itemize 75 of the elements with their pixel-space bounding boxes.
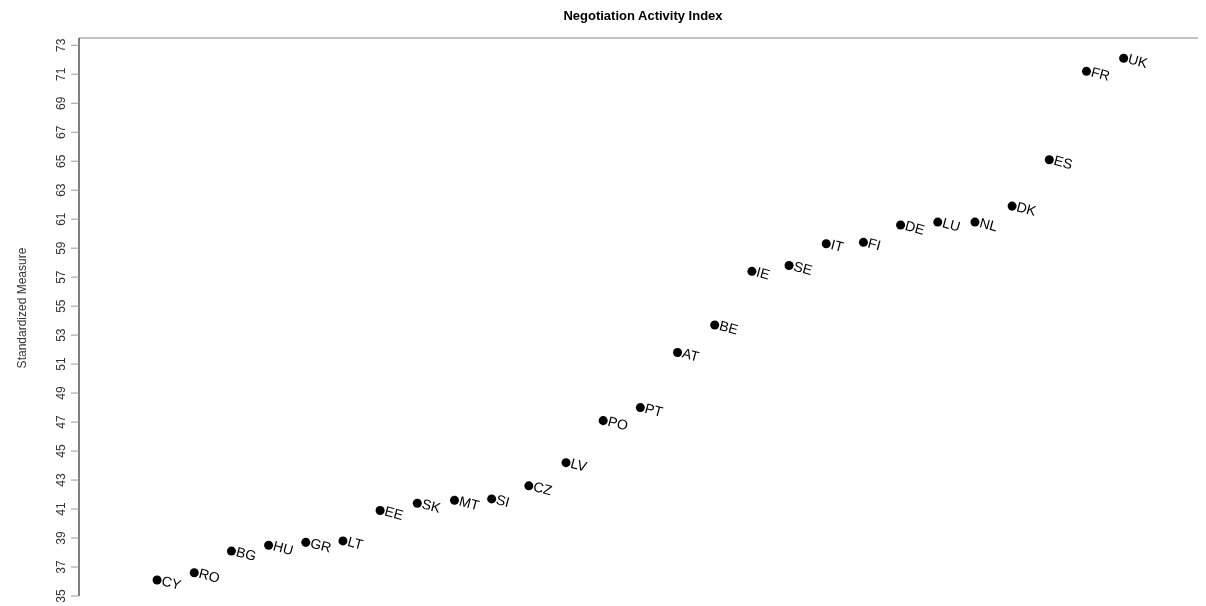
chart-title: Negotiation Activity Index bbox=[563, 8, 724, 23]
point bbox=[635, 403, 645, 413]
y-tick-label: 61 bbox=[54, 212, 68, 226]
x-tick-label: FI bbox=[866, 234, 883, 254]
point bbox=[1044, 155, 1054, 165]
x-tick-label: AT bbox=[680, 344, 702, 365]
point bbox=[524, 481, 534, 491]
y-tick-label: 51 bbox=[54, 357, 68, 371]
point bbox=[710, 320, 720, 330]
x-tick-label: RO bbox=[197, 565, 222, 586]
y-tick-label: 53 bbox=[54, 328, 68, 342]
point bbox=[449, 495, 459, 505]
x-tick-label: DK bbox=[1015, 198, 1039, 220]
y-tick-label: 47 bbox=[54, 415, 68, 429]
point bbox=[970, 217, 980, 227]
y-axis-title: Standardized Measure bbox=[15, 247, 29, 369]
x-tick-label: CY bbox=[160, 572, 184, 593]
x-tick-label: GR bbox=[308, 534, 334, 556]
x-tick-label: FR bbox=[1089, 63, 1112, 84]
x-tick-label: DE bbox=[903, 217, 927, 238]
point bbox=[933, 217, 943, 227]
y-tick-label: 57 bbox=[54, 270, 68, 284]
point bbox=[858, 237, 868, 247]
x-tick-label: HU bbox=[271, 537, 296, 559]
x-tick-label: SI bbox=[494, 491, 512, 511]
x-tick-label: MT bbox=[457, 492, 482, 514]
y-tick-label: 37 bbox=[54, 560, 68, 574]
x-tick-label: BG bbox=[234, 543, 259, 565]
x-tick-label: IE bbox=[754, 263, 772, 283]
y-tick-label: 73 bbox=[54, 38, 68, 52]
y-tick-label: 43 bbox=[54, 473, 68, 487]
point bbox=[412, 498, 422, 508]
y-tick-label: 41 bbox=[54, 502, 68, 516]
x-tick-label: BE bbox=[717, 317, 740, 338]
point bbox=[1007, 201, 1017, 211]
x-tick-label: NL bbox=[977, 214, 1000, 235]
x-tick-label: IT bbox=[829, 236, 846, 255]
x-tick-label: PO bbox=[606, 412, 630, 434]
x-tick-label: PT bbox=[643, 399, 666, 421]
y-tick-label: 67 bbox=[54, 125, 68, 139]
point bbox=[487, 494, 497, 504]
point bbox=[152, 575, 162, 585]
y-tick-label: 63 bbox=[54, 183, 68, 197]
y-tick-label: 65 bbox=[54, 154, 68, 168]
point bbox=[301, 537, 311, 547]
y-tick-label: 55 bbox=[54, 299, 68, 313]
x-tick-label: LU bbox=[940, 214, 963, 235]
point bbox=[375, 505, 385, 515]
x-tick-label: EE bbox=[383, 502, 406, 524]
y-tick-label: 35 bbox=[54, 589, 68, 603]
y-tick-label: 39 bbox=[54, 531, 68, 545]
point bbox=[747, 266, 757, 276]
y-tick-label: 69 bbox=[54, 96, 68, 110]
point bbox=[598, 416, 608, 426]
y-tick-label: 45 bbox=[54, 444, 68, 458]
y-tick-label: 49 bbox=[54, 386, 68, 400]
point bbox=[561, 458, 571, 468]
x-tick-label: CZ bbox=[531, 478, 555, 499]
point bbox=[189, 568, 199, 578]
x-tick-label: SE bbox=[791, 257, 815, 279]
x-tick-label: LV bbox=[568, 454, 590, 475]
x-tick-label: ES bbox=[1052, 152, 1075, 173]
y-tick-label: 71 bbox=[54, 67, 68, 81]
point bbox=[226, 546, 236, 556]
x-tick-label: LT bbox=[345, 533, 366, 553]
point bbox=[784, 261, 794, 271]
point bbox=[896, 220, 906, 230]
x-tick-label: UK bbox=[1126, 50, 1151, 72]
point bbox=[821, 239, 831, 249]
x-tick-label: SK bbox=[420, 495, 444, 516]
point bbox=[338, 536, 348, 546]
point bbox=[264, 540, 274, 550]
point bbox=[1081, 66, 1091, 76]
point bbox=[1119, 53, 1129, 63]
y-tick-label: 59 bbox=[54, 241, 68, 255]
